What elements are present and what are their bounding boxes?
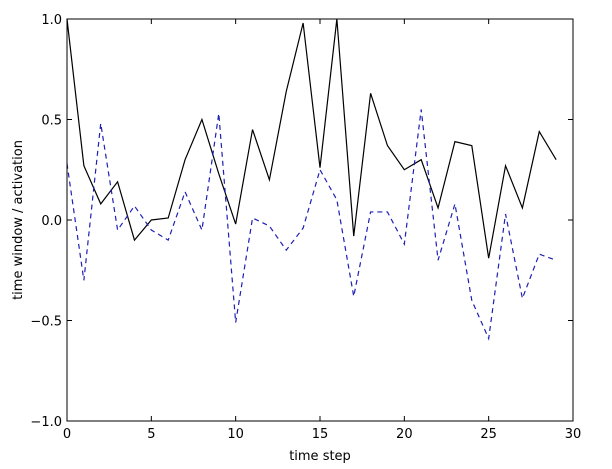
x-axis-ticks: 0 5 10 15 20 25 30 (63, 19, 581, 442)
series-line-2-dashed (66, 109, 557, 341)
y-tick-label: −0.5 (30, 315, 62, 330)
y-tick-label: 1.0 (41, 13, 62, 28)
x-tick-label: 10 (227, 427, 244, 442)
y-tick-label: −1.0 (30, 415, 62, 430)
x-tick-label: 0 (63, 427, 71, 442)
y-axis-ticks: −1.0 −0.5 0.0 0.5 1.0 (30, 13, 573, 430)
y-tick-label: 0.0 (41, 214, 62, 229)
x-axis-label: time step (289, 449, 351, 464)
x-tick-label: 30 (565, 427, 582, 442)
y-tick-label: 0.5 (41, 114, 62, 129)
x-tick-label: 15 (312, 427, 329, 442)
x-tick-label: 20 (396, 427, 413, 442)
x-tick-label: 25 (480, 427, 497, 442)
y-axis-label: time window / activation (11, 140, 26, 300)
series-layer (66, 18, 557, 341)
plot-frame (66, 18, 574, 422)
series-line-1-solid (66, 18, 557, 259)
x-tick-label: 5 (147, 427, 155, 442)
